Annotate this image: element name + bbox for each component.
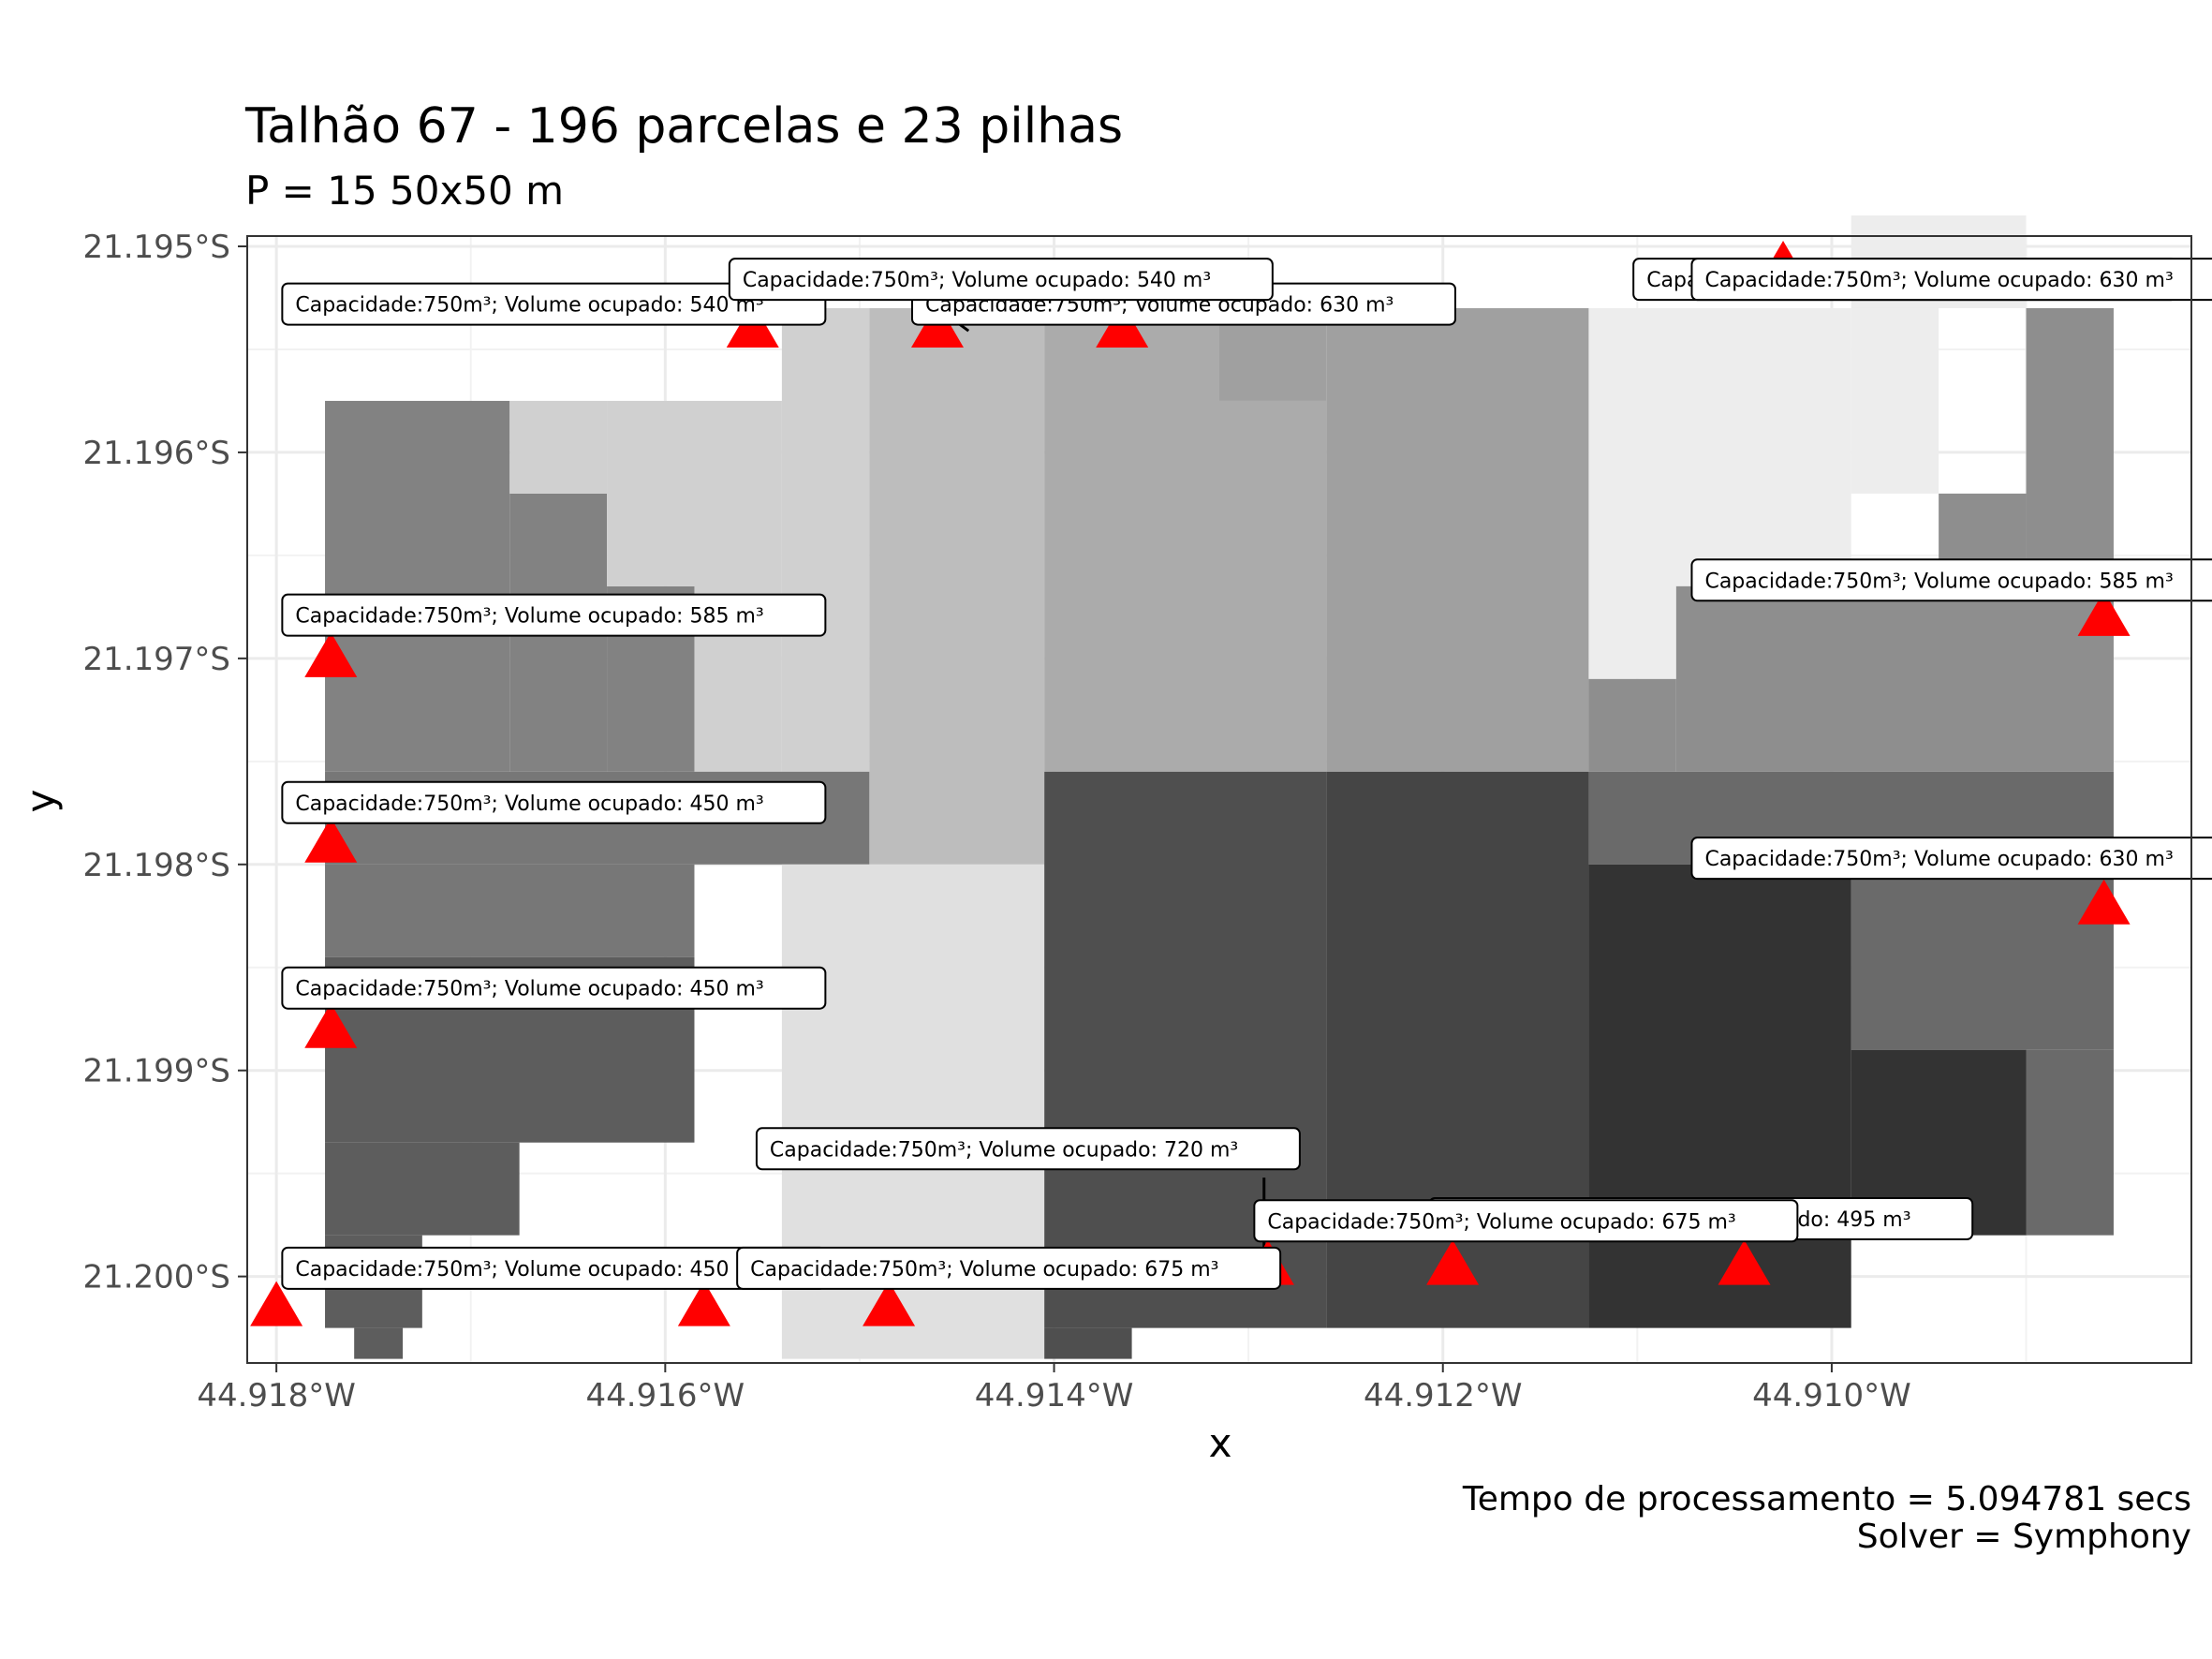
pile-label-text: Capacidade:750m³; Volume ocupado: 630 m³ <box>1704 848 2173 871</box>
x-axis-label: x <box>1209 1420 1232 1466</box>
pile-labels: Capacidade:750m³; Volume ocupado: 540 m³… <box>281 258 2212 1290</box>
y-tick-label: 21.197°S <box>82 641 230 678</box>
zone-cell <box>694 400 782 772</box>
pile-marker <box>304 1002 358 1048</box>
x-tick-label: 44.910°W <box>1752 1377 1911 1415</box>
zone-cell <box>1326 307 1589 772</box>
zone-cell <box>1851 864 2114 1050</box>
zone-cell <box>1044 771 1327 1328</box>
zone-cell <box>1675 585 2114 772</box>
pile-label-text: Capacidade:750m³; Volume ocupado: 585 m³ <box>295 605 763 629</box>
pile-label-box <box>1253 1199 1799 1243</box>
zone-cell <box>1588 864 1851 1328</box>
pile-label-text: Capacidade:750m³; Volume ocupado: 720 m³ <box>770 1138 1238 1162</box>
pile-label-box <box>728 258 1274 302</box>
pile-label-text: Capacidade:750m³; Volume ocupado: 450 m³ <box>295 792 763 816</box>
pile-label-box <box>281 593 827 637</box>
pile-label-box <box>1690 837 2212 881</box>
x-tick-label: 44.914°W <box>975 1377 1134 1415</box>
pile-label-box <box>736 1246 1282 1290</box>
pile-label-text: Capacidade:750m³; Volume ocupado: 675 m³ <box>1267 1210 1735 1234</box>
y-tick-label: 21.196°S <box>82 435 230 472</box>
x-tick-label: 44.912°W <box>1364 1377 1523 1415</box>
chart-title: Talhão 67 - 196 parcelas e 23 pilhas <box>244 98 1123 155</box>
pile-marker <box>304 631 358 677</box>
zone-cell <box>1588 678 1676 772</box>
zone-cell <box>325 864 695 957</box>
zone-cell <box>2026 1049 2114 1236</box>
x-tick-label: 44.918°W <box>197 1377 356 1415</box>
pile-marker <box>250 1281 303 1326</box>
pile-label-text: Capacidade:750m³; Volume ocupado: 540 m³ <box>743 269 1211 292</box>
panel-border <box>246 235 2192 1364</box>
zone-cell <box>1326 771 1589 1328</box>
pile-label-text: Capacidade:750m³; Volume ocupado: 675 m³ <box>750 1258 1218 1281</box>
pile-label-text: Capacidade:750m³; Volume ocupado: 450 m³ <box>295 1258 763 1281</box>
plot-frame <box>246 235 2192 1364</box>
y-tick-label: 21.199°S <box>82 1053 230 1090</box>
zone-cell <box>607 400 695 586</box>
zone-cell <box>509 400 608 494</box>
y-tick-label: 21.198°S <box>82 847 230 884</box>
pile-label-text: Capacidade:750m³; Volume ocupado: 540 m³ <box>295 294 763 318</box>
zone-cell <box>869 307 1045 865</box>
zone-cell <box>325 400 510 772</box>
x-axis-ticks: 44.918°W 44.916°W 44.914°W 44.912°W 44.910°W <box>197 1363 1911 1415</box>
y-axis-ticks: 21.195°S 21.196°S 21.197°S 21.198°S 21.199°S… <box>82 229 247 1296</box>
x-tick-label: 44.916°W <box>586 1377 745 1415</box>
zone-cell <box>1044 1327 1132 1359</box>
y-tick-label: 21.200°S <box>82 1259 230 1296</box>
y-tick-label: 21.195°S <box>82 229 230 266</box>
pile-label-box <box>281 282 827 326</box>
zone-cell <box>1044 307 1219 772</box>
pile-marker <box>1426 1239 1480 1285</box>
zone-cell <box>2026 307 2114 586</box>
pile-marker <box>2077 879 2131 925</box>
pile-marker <box>304 817 358 863</box>
pile-label-box <box>755 1127 1301 1171</box>
pile-label-text: Capacidade:750m³; Volume ocupado: 630 m³ <box>1704 269 2173 292</box>
pile-label-text: Capacidade:750m³; Volume ocupado: 585 m³ <box>1704 570 2173 593</box>
pile-label-text: Capacidade:750m³; Volume ocupado: 450 m³ <box>295 978 763 1001</box>
pile-marker <box>863 1281 916 1326</box>
pile-label-box <box>1690 258 2212 302</box>
pile-label-box <box>1690 558 2212 602</box>
zone-cell <box>1851 307 1939 494</box>
zone-cell <box>354 1327 404 1359</box>
zone-cell <box>781 307 870 772</box>
y-axis-label: y <box>18 790 64 813</box>
zone-cell <box>325 1142 520 1236</box>
pile-marker <box>2077 590 2131 636</box>
pile-label-box <box>281 780 827 824</box>
chart-subtitle: P = 15 50x50 m <box>245 168 564 214</box>
pile-marker <box>1718 1239 1771 1285</box>
pile-marker <box>677 1281 730 1326</box>
caption-processing-time: Tempo de processamento = 5.094781 secs <box>1462 1480 2191 1518</box>
pile-label-box <box>281 966 827 1010</box>
zone-cell <box>1219 400 1327 772</box>
caption-solver: Solver = Symphony <box>1857 1518 2191 1556</box>
